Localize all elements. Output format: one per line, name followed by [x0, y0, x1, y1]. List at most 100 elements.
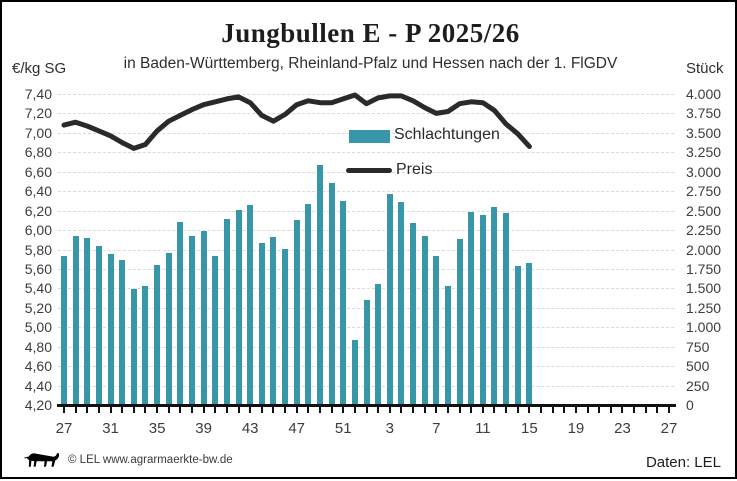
y-gridline [58, 113, 674, 115]
x-axis-tick-label: 43 [241, 420, 259, 437]
chart-subtitle: in Baden-Württemberg, Rheinland-Pfalz un… [123, 55, 618, 72]
y-gridline [58, 152, 674, 154]
y-axis-tick-label-right: 3.250 [686, 144, 722, 161]
legend-schlachtungen-label: Schlachtungen [394, 126, 500, 143]
bar-week-47 [293, 219, 300, 405]
x-axis-tick [144, 407, 147, 413]
x-axis-tick-label: 47 [288, 420, 306, 437]
bar-week-28 [72, 235, 79, 405]
x-axis-tick-label: 23 [614, 420, 631, 437]
x-axis-tick [237, 407, 240, 413]
y-axis-tick-label-left: 5,00 [24, 319, 52, 336]
x-axis-tick-label: 31 [102, 420, 119, 437]
x-axis-tick-label: 15 [521, 420, 538, 437]
bar-week-13 [503, 212, 510, 405]
x-axis-tick [225, 407, 228, 413]
bar-week-36 [165, 253, 172, 405]
x-axis-tick-label: 39 [195, 420, 212, 437]
y-axis-tick-label-right: 250 [686, 377, 710, 394]
x-axis-tick [586, 407, 589, 413]
bar-week-27 [61, 255, 67, 405]
y-axis-tick-label-right: 1.500 [686, 280, 722, 297]
y-axis-tick-label-right: 3.000 [686, 163, 722, 180]
x-axis-tick [121, 407, 124, 413]
bar-week-30 [95, 245, 102, 405]
bar-week-6 [421, 235, 428, 405]
y-axis-tick-label-left: 5,80 [24, 241, 52, 258]
y-gridline [58, 288, 674, 290]
x-axis-tick [377, 407, 380, 413]
x-axis-tick [284, 407, 287, 413]
x-axis-tick [63, 407, 65, 413]
left-axis-unit-label: €/kg SG [12, 60, 67, 77]
x-axis-tick-label: 35 [148, 420, 166, 437]
x-axis-tick [388, 407, 391, 413]
y-axis-tick-label-left: 5,60 [24, 260, 52, 277]
y-gridline [58, 210, 674, 212]
y-axis-tick-label-right: 2.000 [686, 241, 722, 258]
x-axis-tick [156, 407, 159, 413]
legend-preis-label: Preis [396, 161, 433, 178]
y-axis-tick-label-left: 6,00 [24, 222, 52, 239]
y-axis-tick-label-left: 7,40 [24, 86, 52, 102]
x-axis-tick [330, 407, 333, 413]
x-axis-tick [446, 407, 449, 413]
x-axis-tick-label: 19 [567, 420, 585, 437]
bar-week-14 [514, 265, 521, 405]
y-axis-tick-label-left: 6,80 [24, 144, 52, 161]
y-axis-tick-label-right: 2.500 [686, 202, 722, 219]
bar-week-4 [398, 202, 405, 405]
bar-week-8 [444, 286, 451, 405]
copyright-text: © LEL www.agrarmaerkte-bw.de [68, 454, 233, 466]
data-source-label: Daten: LEL [645, 454, 721, 471]
bar-week-31 [107, 254, 114, 405]
x-axis-tick [318, 407, 321, 413]
x-axis-tick [470, 407, 473, 413]
y-gridline [58, 249, 674, 251]
x-axis-tick [435, 407, 438, 413]
x-axis-tick [563, 407, 566, 413]
x-axis-tick [167, 407, 170, 413]
x-axis-tick [551, 407, 554, 413]
y-axis-tick-label-left: 7,00 [24, 124, 52, 141]
x-axis-tick [190, 407, 193, 413]
x-axis-tick [458, 407, 461, 413]
x-axis-tick [668, 407, 671, 413]
x-axis-tick [202, 407, 205, 413]
x-axis-tick [493, 407, 496, 413]
x-axis-tick [540, 407, 543, 413]
x-axis-tick [97, 407, 100, 413]
bar-week-42 [235, 209, 242, 405]
bar-week-15 [526, 262, 533, 405]
x-axis-tick [609, 407, 612, 413]
x-axis-tick [528, 407, 531, 413]
x-axis-tick [86, 407, 89, 413]
x-axis-tick-label: 27 [660, 420, 678, 437]
x-axis-tick [365, 407, 368, 413]
y-axis-tick-label-right: 0 [686, 397, 694, 413]
y-axis-tick-label-left: 4,60 [24, 358, 52, 375]
y-axis-tick-label-left: 4,20 [24, 397, 52, 413]
y-axis-tick-label-right: 750 [686, 338, 710, 355]
bar-week-48 [305, 204, 312, 405]
bar-week-33 [130, 289, 137, 405]
x-axis-tick [214, 407, 217, 413]
x-axis-tick [260, 407, 263, 413]
x-axis-tick [644, 407, 647, 413]
x-axis-tick [633, 407, 636, 413]
x-axis-tick-label: 27 [55, 420, 73, 437]
bar-week-39 [200, 230, 207, 405]
bar-week-29 [84, 237, 91, 405]
x-axis-tick [272, 407, 275, 413]
bar-week-38 [188, 236, 195, 405]
x-axis-tick [295, 407, 298, 413]
x-axis-tick [353, 407, 356, 413]
y-gridline [58, 230, 674, 232]
bar-week-1 [363, 300, 370, 405]
x-axis-tick [656, 407, 659, 413]
bar-week-5 [410, 223, 417, 405]
y-axis-tick-label-right: 1.000 [686, 319, 722, 336]
x-axis-tick [505, 407, 508, 413]
y-gridline [58, 191, 674, 193]
